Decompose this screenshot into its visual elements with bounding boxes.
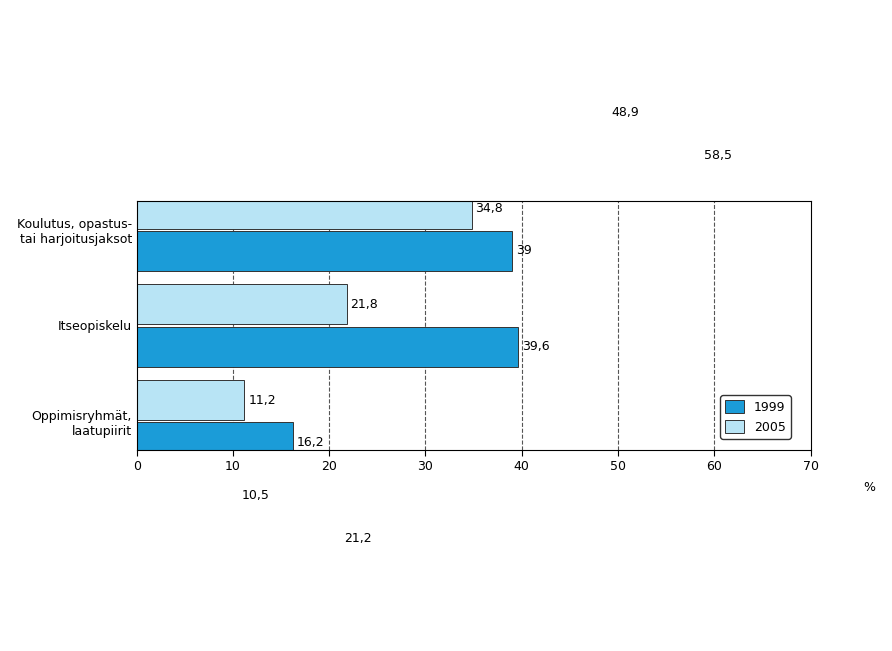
- Bar: [136, 92, 607, 133]
- Text: 48,9: 48,9: [611, 106, 639, 119]
- Bar: [136, 422, 293, 463]
- Text: 39,6: 39,6: [522, 340, 549, 353]
- Text: 21,2: 21,2: [344, 532, 372, 545]
- Text: 58,5: 58,5: [704, 148, 731, 161]
- Bar: [136, 284, 346, 324]
- Bar: [136, 327, 518, 367]
- Text: 21,8: 21,8: [351, 298, 378, 311]
- Text: 11,2: 11,2: [248, 393, 276, 406]
- Bar: [136, 476, 238, 516]
- Legend: 1999, 2005: 1999, 2005: [720, 395, 791, 439]
- Bar: [136, 230, 512, 271]
- Text: 16,2: 16,2: [296, 436, 324, 449]
- Text: 34,8: 34,8: [475, 202, 503, 215]
- Text: 39: 39: [516, 245, 532, 258]
- Bar: [136, 188, 472, 229]
- Text: 10,5: 10,5: [242, 490, 269, 503]
- Bar: [136, 380, 244, 421]
- Text: %: %: [863, 480, 875, 493]
- Bar: [136, 135, 700, 175]
- Bar: [136, 518, 341, 559]
